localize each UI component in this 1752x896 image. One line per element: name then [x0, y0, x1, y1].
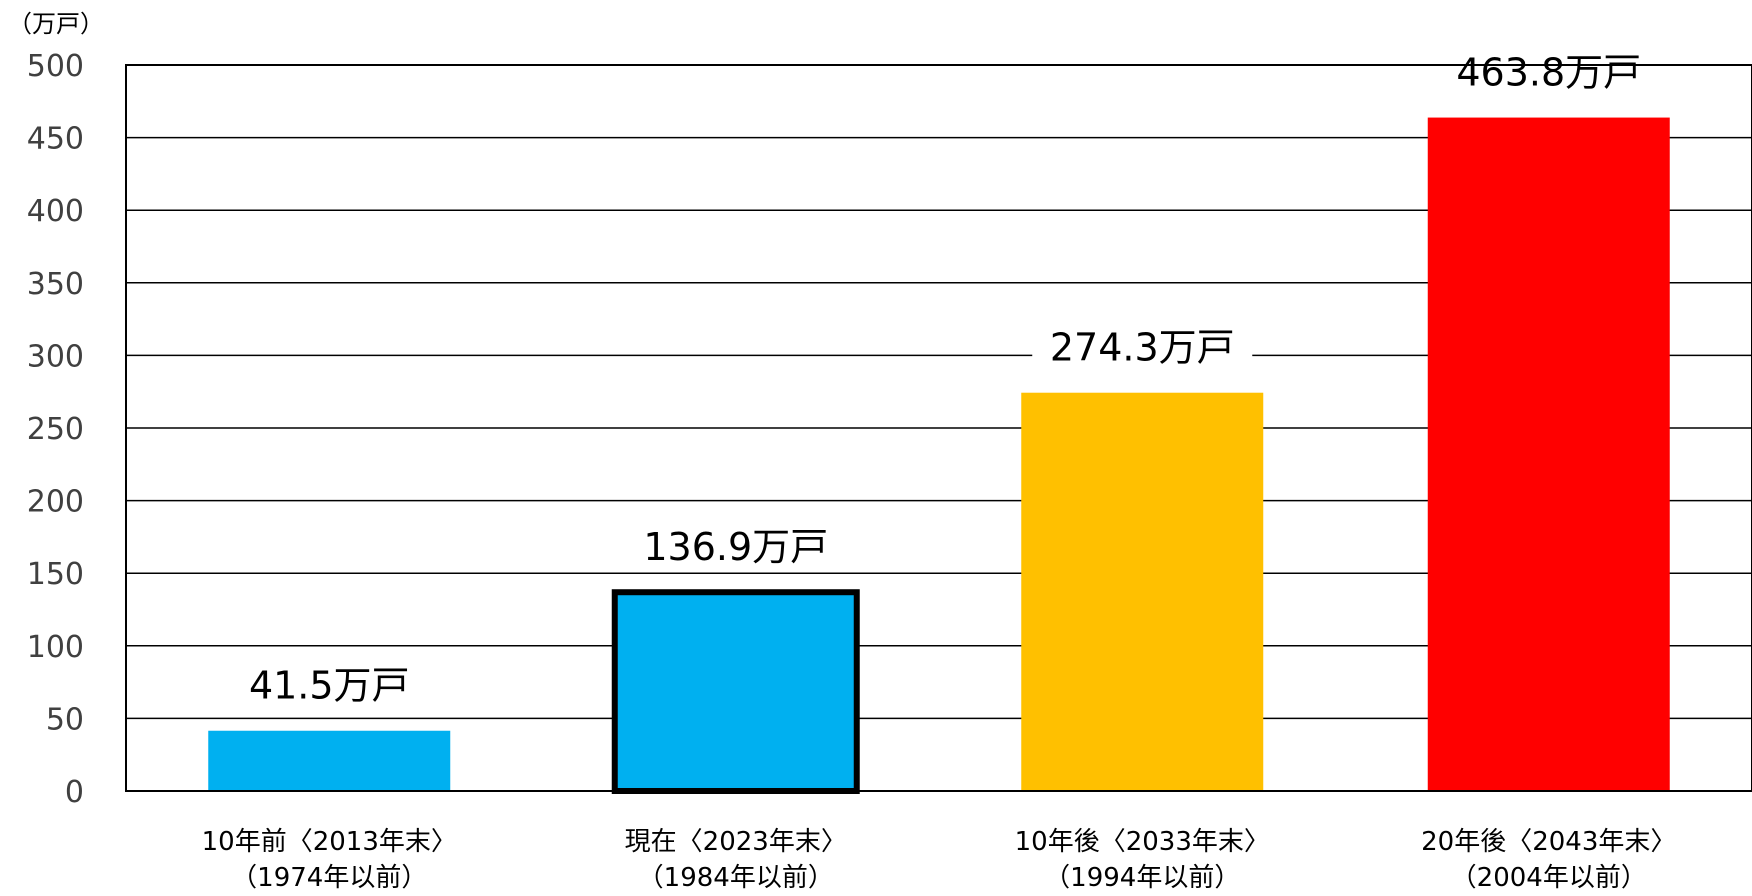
data-label: 274.3万戸 — [1050, 326, 1235, 370]
category-label-line1: 現在〈2023年末〉 — [625, 827, 847, 857]
data-label-background — [1032, 314, 1253, 373]
bar — [1021, 392, 1264, 791]
category-label-line2: （1974年以前） — [231, 863, 427, 893]
bar — [611, 589, 860, 794]
x-axis-categories: 10年前〈2013年末〉 （1974年以前） 現在〈2023年末〉 （1984年以前）… — [202, 827, 1677, 893]
bar — [1427, 117, 1670, 792]
data-label-background — [1438, 39, 1659, 98]
category-label-line1: 10年前〈2013年末〉 — [202, 827, 457, 857]
bar — [208, 730, 451, 791]
data-label: 136.9万戸 — [643, 525, 828, 569]
category-label-line1: 10年後〈2033年末〉 — [1015, 827, 1270, 857]
category-label-line1: 20年後〈2043年末〉 — [1421, 827, 1676, 857]
y-tick-label: 350 — [27, 267, 84, 302]
category-label-line2: （1994年以前） — [1044, 863, 1240, 893]
data-label: 463.8万戸 — [1456, 51, 1641, 95]
y-tick-label: 0 — [65, 775, 84, 810]
y-tick-label: 100 — [27, 630, 84, 665]
data-label-background — [219, 652, 440, 711]
data-labels: 41.5万戸 136.9万戸 274.3万戸 463.8万戸 — [219, 39, 1659, 711]
data-label: 41.5万戸 — [249, 664, 410, 708]
y-tick-label: 50 — [46, 702, 84, 737]
y-tick-label: 200 — [27, 485, 84, 520]
plot-area-border — [125, 64, 1752, 792]
category-label-line2: （1984年以前） — [638, 863, 834, 893]
y-tick-label: 400 — [27, 194, 84, 229]
category-label-line2: （2004年以前） — [1451, 863, 1647, 893]
y-tick-label: 250 — [27, 412, 84, 447]
y-axis-unit: （万戸） — [8, 10, 104, 38]
bars — [208, 117, 1670, 794]
y-axis-ticks: 0 50 100 150 200 250 300 350 400 450 500 — [27, 49, 84, 810]
y-tick-label: 500 — [27, 49, 84, 84]
y-tick-label: 300 — [27, 339, 84, 374]
y-tick-label: 450 — [27, 122, 84, 157]
data-label-background — [625, 514, 846, 573]
y-tick-label: 150 — [27, 557, 84, 592]
